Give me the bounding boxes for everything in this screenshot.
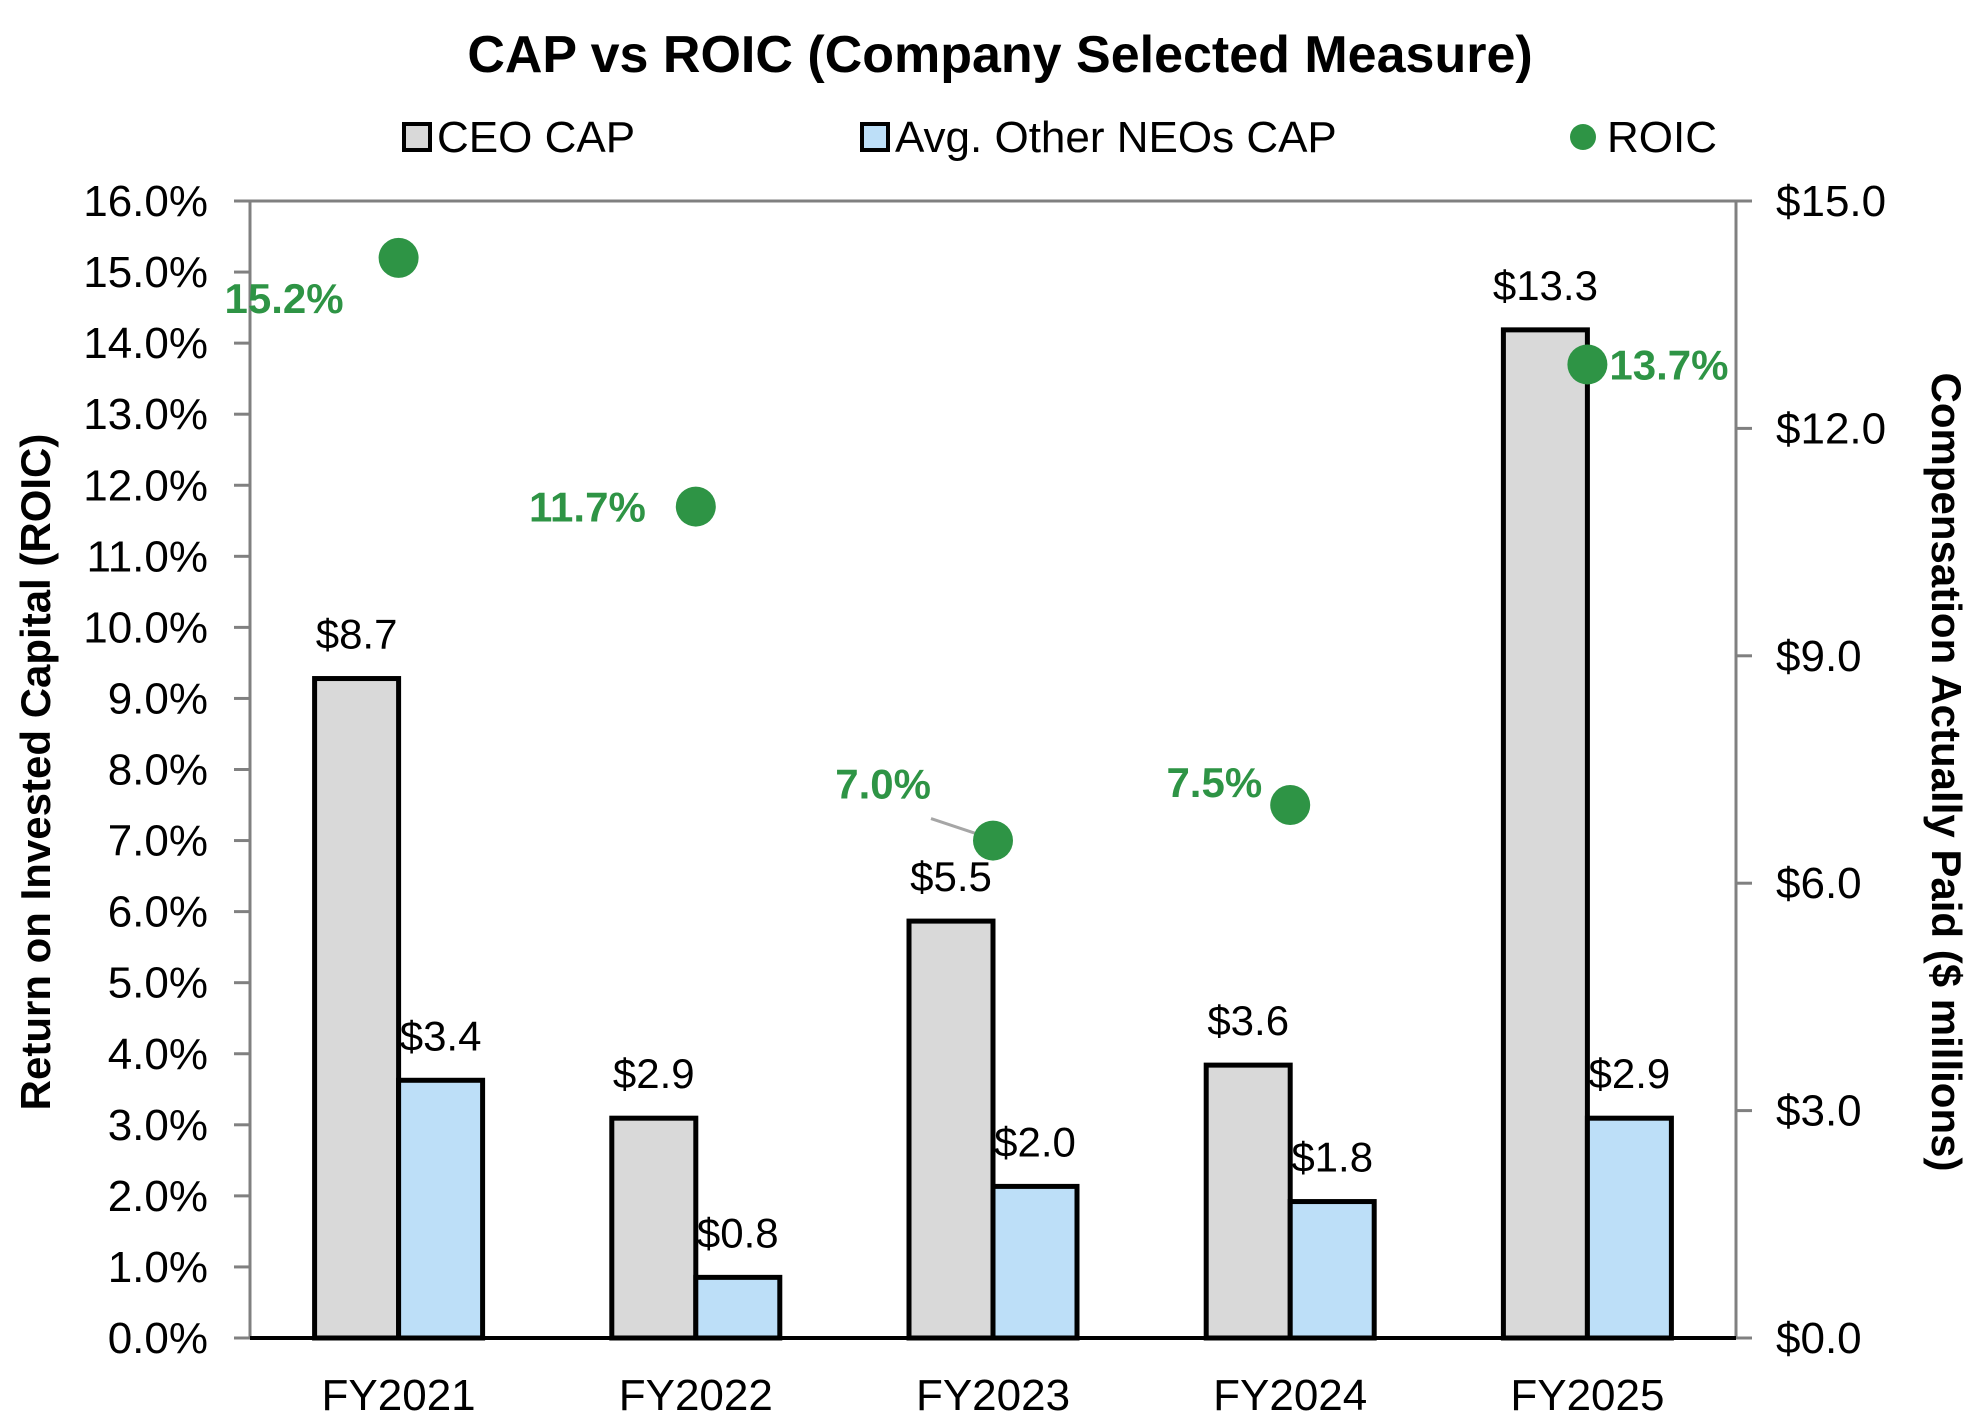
roic-data-label: 7.5% — [1166, 759, 1262, 806]
data-label-avg-other-neos-cap: $2.0 — [994, 1118, 1076, 1165]
right-axis-tick-label: $12.0 — [1776, 404, 1886, 453]
right-axis-tick-label: $6.0 — [1776, 859, 1862, 908]
bar-avg-other-neos-cap — [693, 1274, 783, 1341]
left-axis-tick-label: 12.0% — [83, 461, 208, 510]
roic-data-label: 13.7% — [1609, 341, 1728, 388]
category-label: FY2025 — [1510, 1371, 1664, 1420]
bar-ceo-cap — [1500, 327, 1590, 1341]
roic-points: 15.2% 11.7% 7.0% 7.5% 13.7% — [225, 237, 1728, 861]
data-label-ceo-cap: $13.3 — [1493, 262, 1598, 309]
bar-ceo-cap — [906, 918, 996, 1341]
left-axis-tick-label: 3.0% — [108, 1101, 208, 1150]
left-axis-tick-label: 0.0% — [108, 1314, 208, 1363]
category-label: FY2022 — [619, 1371, 773, 1420]
left-axis-tick-label: 15.0% — [83, 248, 208, 297]
roic-point — [973, 820, 1013, 861]
category-label: FY2023 — [916, 1371, 1070, 1420]
left-axis-tick-label: 1.0% — [108, 1243, 208, 1292]
right-axis-tick-label: $0.0 — [1776, 1314, 1862, 1363]
bar-ceo-cap — [312, 676, 402, 1341]
bar-ceo-cap — [1203, 1062, 1293, 1341]
data-label-avg-other-neos-cap: $1.8 — [1291, 1134, 1373, 1181]
roic-point — [1270, 785, 1311, 826]
data-label-avg-other-neos-cap: $3.4 — [400, 1012, 482, 1059]
roic-data-label: 7.0% — [835, 761, 931, 808]
data-label-avg-other-neos-cap: $2.9 — [1589, 1050, 1671, 1097]
right-axis-title: Compensation Actually Paid ($ millions) — [1923, 373, 1970, 1172]
legend-marker-roic — [1570, 124, 1596, 150]
right-axis-tick-label: $15.0 — [1776, 177, 1886, 226]
bar-avg-other-neos-cap — [396, 1077, 486, 1341]
left-axis-tick-label: 8.0% — [108, 746, 208, 795]
axes: 0.0% 1.0% 2.0% 3.0% 4.0% 5.0% 6.0% 7.0% 8.0% 9.0%… — [83, 177, 1886, 1363]
legend-swatch-ceo-cap — [402, 122, 432, 152]
left-axis-tick-label: 6.0% — [108, 888, 208, 937]
legend-label-ceo-cap: CEO CAP — [437, 113, 635, 162]
chart-title: CAP vs ROIC (Company Selected Measure) — [467, 26, 1532, 84]
bar-avg-other-neos-cap — [1584, 1115, 1674, 1341]
left-axis-tick-label: 7.0% — [108, 817, 208, 866]
category-label: FY2024 — [1213, 1371, 1367, 1420]
data-label-ceo-cap: $3.6 — [1207, 997, 1289, 1044]
roic-point — [1567, 344, 1608, 385]
right-axis-tick-label: $3.0 — [1776, 1087, 1862, 1136]
left-axis-tick-label: 11.0% — [87, 532, 209, 581]
data-label-ceo-cap: $2.9 — [613, 1050, 695, 1097]
legend-swatch-avg-other-neos-cap — [860, 122, 890, 152]
roic-data-label: 11.7% — [529, 484, 646, 531]
left-axis-tick-label: 2.0% — [108, 1172, 208, 1221]
legend-label-avg-other-neos-cap: Avg. Other NEOs CAP — [895, 113, 1337, 162]
left-axis-tick-label: 4.0% — [108, 1030, 208, 1079]
left-axis-tick-label: 16.0% — [83, 177, 208, 226]
left-axis-tick-label: 14.0% — [83, 319, 208, 368]
data-label-ceo-cap: $8.7 — [316, 611, 398, 658]
roic-data-label: 15.2% — [225, 275, 344, 322]
bar-avg-other-neos-cap — [990, 1183, 1080, 1341]
left-axis-tick-label: 13.0% — [83, 390, 208, 439]
left-axis-tick-label: 9.0% — [108, 674, 208, 723]
bar-ceo-cap — [609, 1115, 699, 1341]
roic-point — [378, 237, 419, 278]
roic-point — [675, 486, 716, 527]
bars: $8.7 $3.4 FY2021 $2.9 $0.8 FY2022 $5.5 $2.0 FY20… — [250, 262, 1736, 1420]
right-axis-tick-label: $9.0 — [1776, 632, 1862, 681]
legend-label-roic: ROIC — [1607, 113, 1717, 162]
bar-avg-other-neos-cap — [1287, 1199, 1377, 1341]
data-label-ceo-cap: $5.5 — [910, 853, 992, 900]
left-axis-title: Return on Invested Capital (ROIC) — [12, 434, 59, 1111]
legend: CEO CAP Avg. Other NEOs CAP ROIC — [402, 113, 1717, 162]
category-label: FY2021 — [322, 1371, 476, 1420]
left-axis-tick-label: 5.0% — [108, 959, 208, 1008]
data-label-avg-other-neos-cap: $0.8 — [697, 1209, 779, 1256]
left-axis-tick-label: 10.0% — [83, 603, 208, 652]
